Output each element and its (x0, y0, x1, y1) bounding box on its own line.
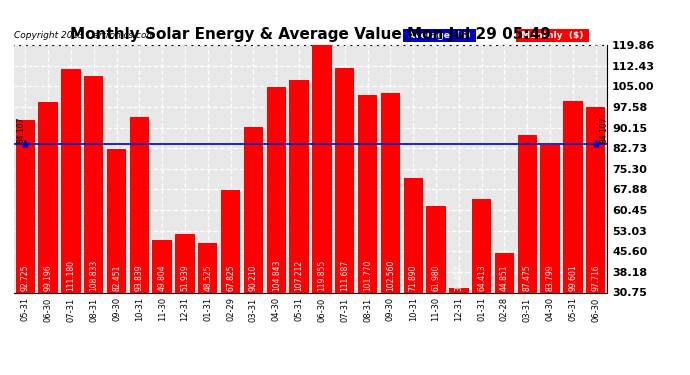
Text: 32.497: 32.497 (454, 264, 464, 291)
Text: 49.804: 49.804 (157, 264, 167, 291)
Text: 93.839: 93.839 (135, 264, 144, 291)
Bar (107, 149, 126, 375)
Text: 107.212: 107.212 (295, 260, 304, 291)
Text: 64.413: 64.413 (477, 264, 486, 291)
Bar (175, 234, 195, 375)
Bar (404, 178, 423, 375)
Text: 111.180: 111.180 (66, 260, 75, 291)
Text: 90.210: 90.210 (249, 265, 258, 291)
Bar (358, 95, 377, 375)
Bar (61, 69, 81, 375)
Title: Monthly Solar Energy & Average Value Mon Jul 29 05:49: Monthly Solar Energy & Average Value Mon… (70, 27, 551, 42)
Bar (312, 45, 332, 375)
Bar (244, 128, 263, 375)
Text: 82.451: 82.451 (112, 265, 121, 291)
Text: 101.770: 101.770 (363, 260, 372, 291)
Text: 84.107: 84.107 (600, 116, 609, 143)
Text: 97.716: 97.716 (591, 264, 600, 291)
Bar (130, 117, 149, 375)
Text: 51.939: 51.939 (181, 264, 190, 291)
Text: 48.525: 48.525 (204, 265, 213, 291)
Text: 71.890: 71.890 (408, 265, 417, 291)
Bar (495, 254, 514, 375)
Text: 61.980: 61.980 (431, 265, 440, 291)
Text: 111.687: 111.687 (340, 260, 349, 291)
Bar (84, 76, 103, 375)
Bar (152, 240, 172, 375)
Text: 87.475: 87.475 (523, 264, 532, 291)
Bar (39, 102, 58, 375)
Bar (335, 68, 355, 375)
Text: 44.851: 44.851 (500, 265, 509, 291)
Bar (540, 145, 560, 375)
Text: Monthly  ($): Monthly ($) (518, 31, 586, 40)
Text: 92.725: 92.725 (21, 265, 30, 291)
Text: 83.799: 83.799 (546, 264, 555, 291)
Bar (449, 288, 469, 375)
Text: 104.843: 104.843 (272, 260, 281, 291)
Text: 102.560: 102.560 (386, 260, 395, 291)
Bar (472, 199, 491, 375)
Bar (221, 189, 240, 375)
Bar (15, 120, 35, 375)
Bar (266, 87, 286, 375)
Bar (518, 135, 537, 375)
Text: 99.196: 99.196 (43, 264, 52, 291)
Text: 67.825: 67.825 (226, 265, 235, 291)
Text: 84.107: 84.107 (16, 116, 25, 143)
Bar (563, 101, 582, 375)
Text: 99.601: 99.601 (569, 264, 578, 291)
Text: Average  ($): Average ($) (406, 31, 474, 40)
Bar (198, 243, 217, 375)
Bar (586, 106, 606, 375)
Text: 108.833: 108.833 (89, 260, 98, 291)
Text: 119.855: 119.855 (317, 260, 326, 291)
Text: Copyright 2013 Cartronics.com: Copyright 2013 Cartronics.com (14, 31, 155, 40)
Bar (289, 80, 309, 375)
Bar (381, 93, 400, 375)
Bar (426, 206, 446, 375)
